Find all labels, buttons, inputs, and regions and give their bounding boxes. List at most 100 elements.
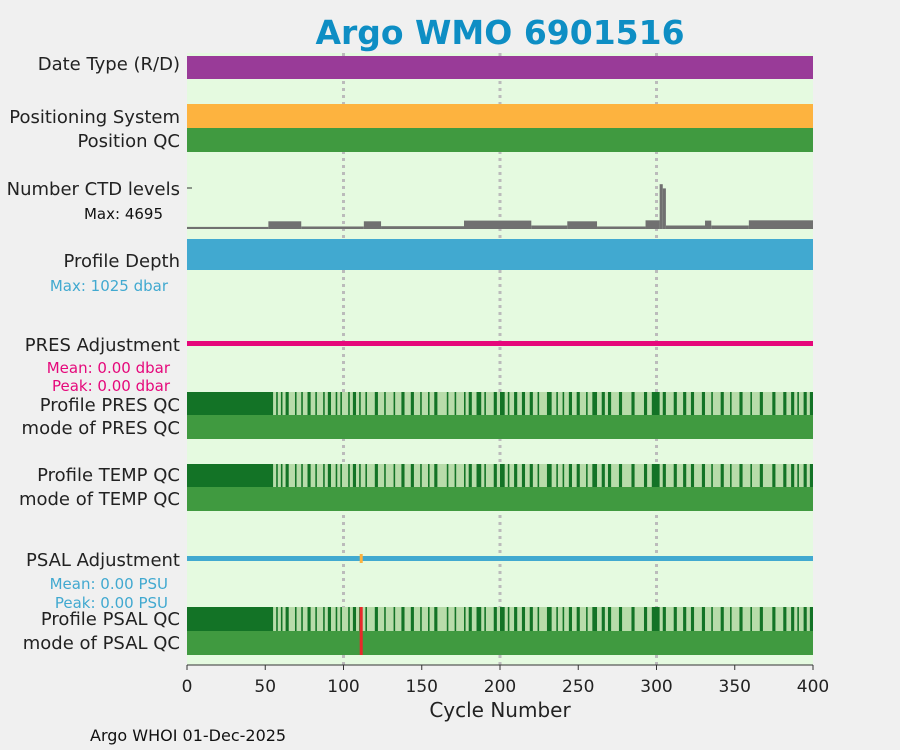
temp-mode-qc-bar: [187, 487, 813, 511]
pres-profile-qc-segment-21: [420, 392, 422, 415]
temp-profile-qc-segment-63: [791, 464, 795, 487]
pres-profile-qc-segment-28: [476, 392, 482, 415]
psal-profile-qc-segment-30: [493, 607, 497, 631]
psal-peak-annotation: Peak: 0.00 PSU: [55, 594, 168, 612]
psal-profile-qc-segment-29: [484, 607, 486, 631]
pres-profile-qc-segment-0: [187, 392, 274, 415]
pres-profile-qc-segment-39: [562, 392, 565, 415]
temp-profile-qc-segment-0: [187, 464, 274, 487]
pres-profile-qc-segment-37: [546, 392, 552, 415]
row-label-mode-temp-qc: mode of TEMP QC: [19, 489, 180, 510]
temp-profile-qc-segment-39: [562, 464, 565, 487]
pres-profile-qc-segment-25: [454, 392, 457, 415]
psal-profile-qc-segment-4: [294, 607, 297, 631]
pres-profile-qc-segment-57: [730, 392, 732, 415]
ctd-level-bar-3: [363, 221, 382, 229]
temp-profile-qc-segment-64: [797, 464, 799, 487]
temp-profile-qc-segment-60: [759, 464, 763, 487]
temp-profile-qc-segment-35: [529, 464, 533, 487]
temp-profile-qc-segment-22: [428, 464, 430, 487]
positioning-system-bar: [187, 104, 813, 128]
pres-profile-qc-segment-24: [446, 392, 449, 415]
psal-profile-qc-segment-42: [586, 607, 588, 631]
footer-credit: Argo WHOI 01-Dec-2025: [90, 726, 286, 745]
temp-profile-qc-segment-16: [374, 464, 378, 487]
temp-profile-qc-segment-15: [365, 464, 367, 487]
ctd-level-bar-11: [662, 188, 666, 229]
psal-profile-qc-segment-8: [323, 607, 325, 631]
temp-profile-qc-segment-30: [493, 464, 497, 487]
pres-profile-qc-segment-11: [340, 392, 342, 415]
psal-profile-qc-segment-38: [556, 607, 558, 631]
pres-profile-qc-segment-49: [651, 392, 660, 415]
temp-profile-qc-segment-61: [772, 464, 776, 487]
pres-profile-qc-segment-62: [783, 392, 787, 415]
psal-profile-qc-segment-63: [791, 607, 795, 631]
pres-profile-qc-segment-14: [359, 392, 361, 415]
temp-profile-qc-segment-25: [454, 464, 457, 487]
ctd-level-bar-10: [659, 184, 663, 229]
x-tick-label-250: 250: [562, 677, 594, 697]
psal-profile-qc-segment-31: [500, 607, 505, 631]
chart-title: Argo WMO 6901516: [315, 13, 684, 52]
row-label-positioning: Positioning System: [9, 107, 180, 128]
psal-profile-qc-segment-37: [546, 607, 552, 631]
temp-profile-qc-segment-53: [690, 464, 695, 487]
temp-profile-qc-segment-51: [673, 464, 677, 487]
psal-profile-qc-segment-44: [601, 607, 605, 631]
temp-profile-qc-segment-41: [576, 464, 580, 487]
temp-profile-qc-segment-66: [809, 464, 813, 487]
psal-profile-qc-segment-33: [514, 607, 518, 631]
psal-profile-qc-segment-35: [529, 607, 533, 631]
pres-profile-qc-segment-19: [401, 392, 405, 415]
ctd-level-bar-7: [567, 221, 598, 229]
psal-profile-qc-segment-13: [352, 607, 357, 631]
temp-profile-qc-segment-8: [323, 464, 325, 487]
temp-profile-qc-segment-11: [340, 464, 342, 487]
pres-profile-qc-segment-47: [631, 392, 635, 415]
temp-profile-qc-segment-19: [401, 464, 405, 487]
temp-profile-qc-segment-10: [335, 464, 338, 487]
pres-profile-qc-segment-29: [484, 392, 486, 415]
pres-profile-qc-segment-58: [739, 392, 743, 415]
pres-profile-qc-segment-22: [428, 392, 430, 415]
plot-area: [187, 53, 813, 665]
psal-profile-qc-segment-2: [280, 607, 283, 631]
temp-profile-qc-segment-45: [607, 464, 612, 487]
pres-profile-qc-segment-50: [662, 392, 666, 415]
temp-profile-qc-segment-28: [476, 464, 482, 487]
pres-profile-qc-segment-66: [809, 392, 813, 415]
depth-max-annotation: Max: 1025 dbar: [50, 277, 169, 295]
psal-profile-qc-segment-65: [803, 607, 807, 631]
ctd-level-bar-13: [705, 220, 712, 229]
pres-profile-qc-segment-65: [803, 392, 807, 415]
ctd-level-bar-5: [464, 220, 532, 229]
pres-profile-qc-segment-5: [301, 392, 303, 415]
temp-profile-qc-segment-12: [348, 464, 350, 487]
x-tick-label-400: 400: [797, 677, 829, 697]
row-label-date-type: Date Type (R/D): [38, 54, 180, 75]
psal-profile-qc-segment-18: [393, 607, 396, 631]
temp-profile-qc-segment-48: [643, 464, 648, 487]
pres-profile-qc-segment-45: [607, 392, 612, 415]
psal-profile-qc-segment-39: [562, 607, 565, 631]
temp-profile-qc-segment-40: [568, 464, 572, 487]
ctd-max-annotation: Max: 4695: [84, 205, 163, 223]
temp-profile-qc-segment-9: [327, 464, 331, 487]
psal-profile-qc-segment-43: [592, 607, 598, 631]
psal-profile-qc-segment-10: [335, 607, 338, 631]
row-label-mode-pres-qc: mode of PRES QC: [22, 418, 180, 439]
psal-profile-qc-segment-66: [809, 607, 813, 631]
row-label-ctd-levels: Number CTD levels: [7, 179, 180, 200]
pres-profile-qc-segment-63: [791, 392, 795, 415]
temp-profile-qc-segment-29: [484, 464, 486, 487]
row-label-profile-psal-qc: Profile PSAL QC: [41, 609, 180, 630]
pres-profile-qc-segment-59: [750, 392, 752, 415]
data-bars: [187, 56, 813, 655]
temp-profile-qc-segment-33: [514, 464, 518, 487]
temp-profile-qc-segment-62: [783, 464, 787, 487]
pres-profile-qc-segment-16: [374, 392, 378, 415]
row-label-profile-pres-qc: Profile PRES QC: [40, 395, 180, 416]
pres-profile-qc-segment-9: [327, 392, 331, 415]
